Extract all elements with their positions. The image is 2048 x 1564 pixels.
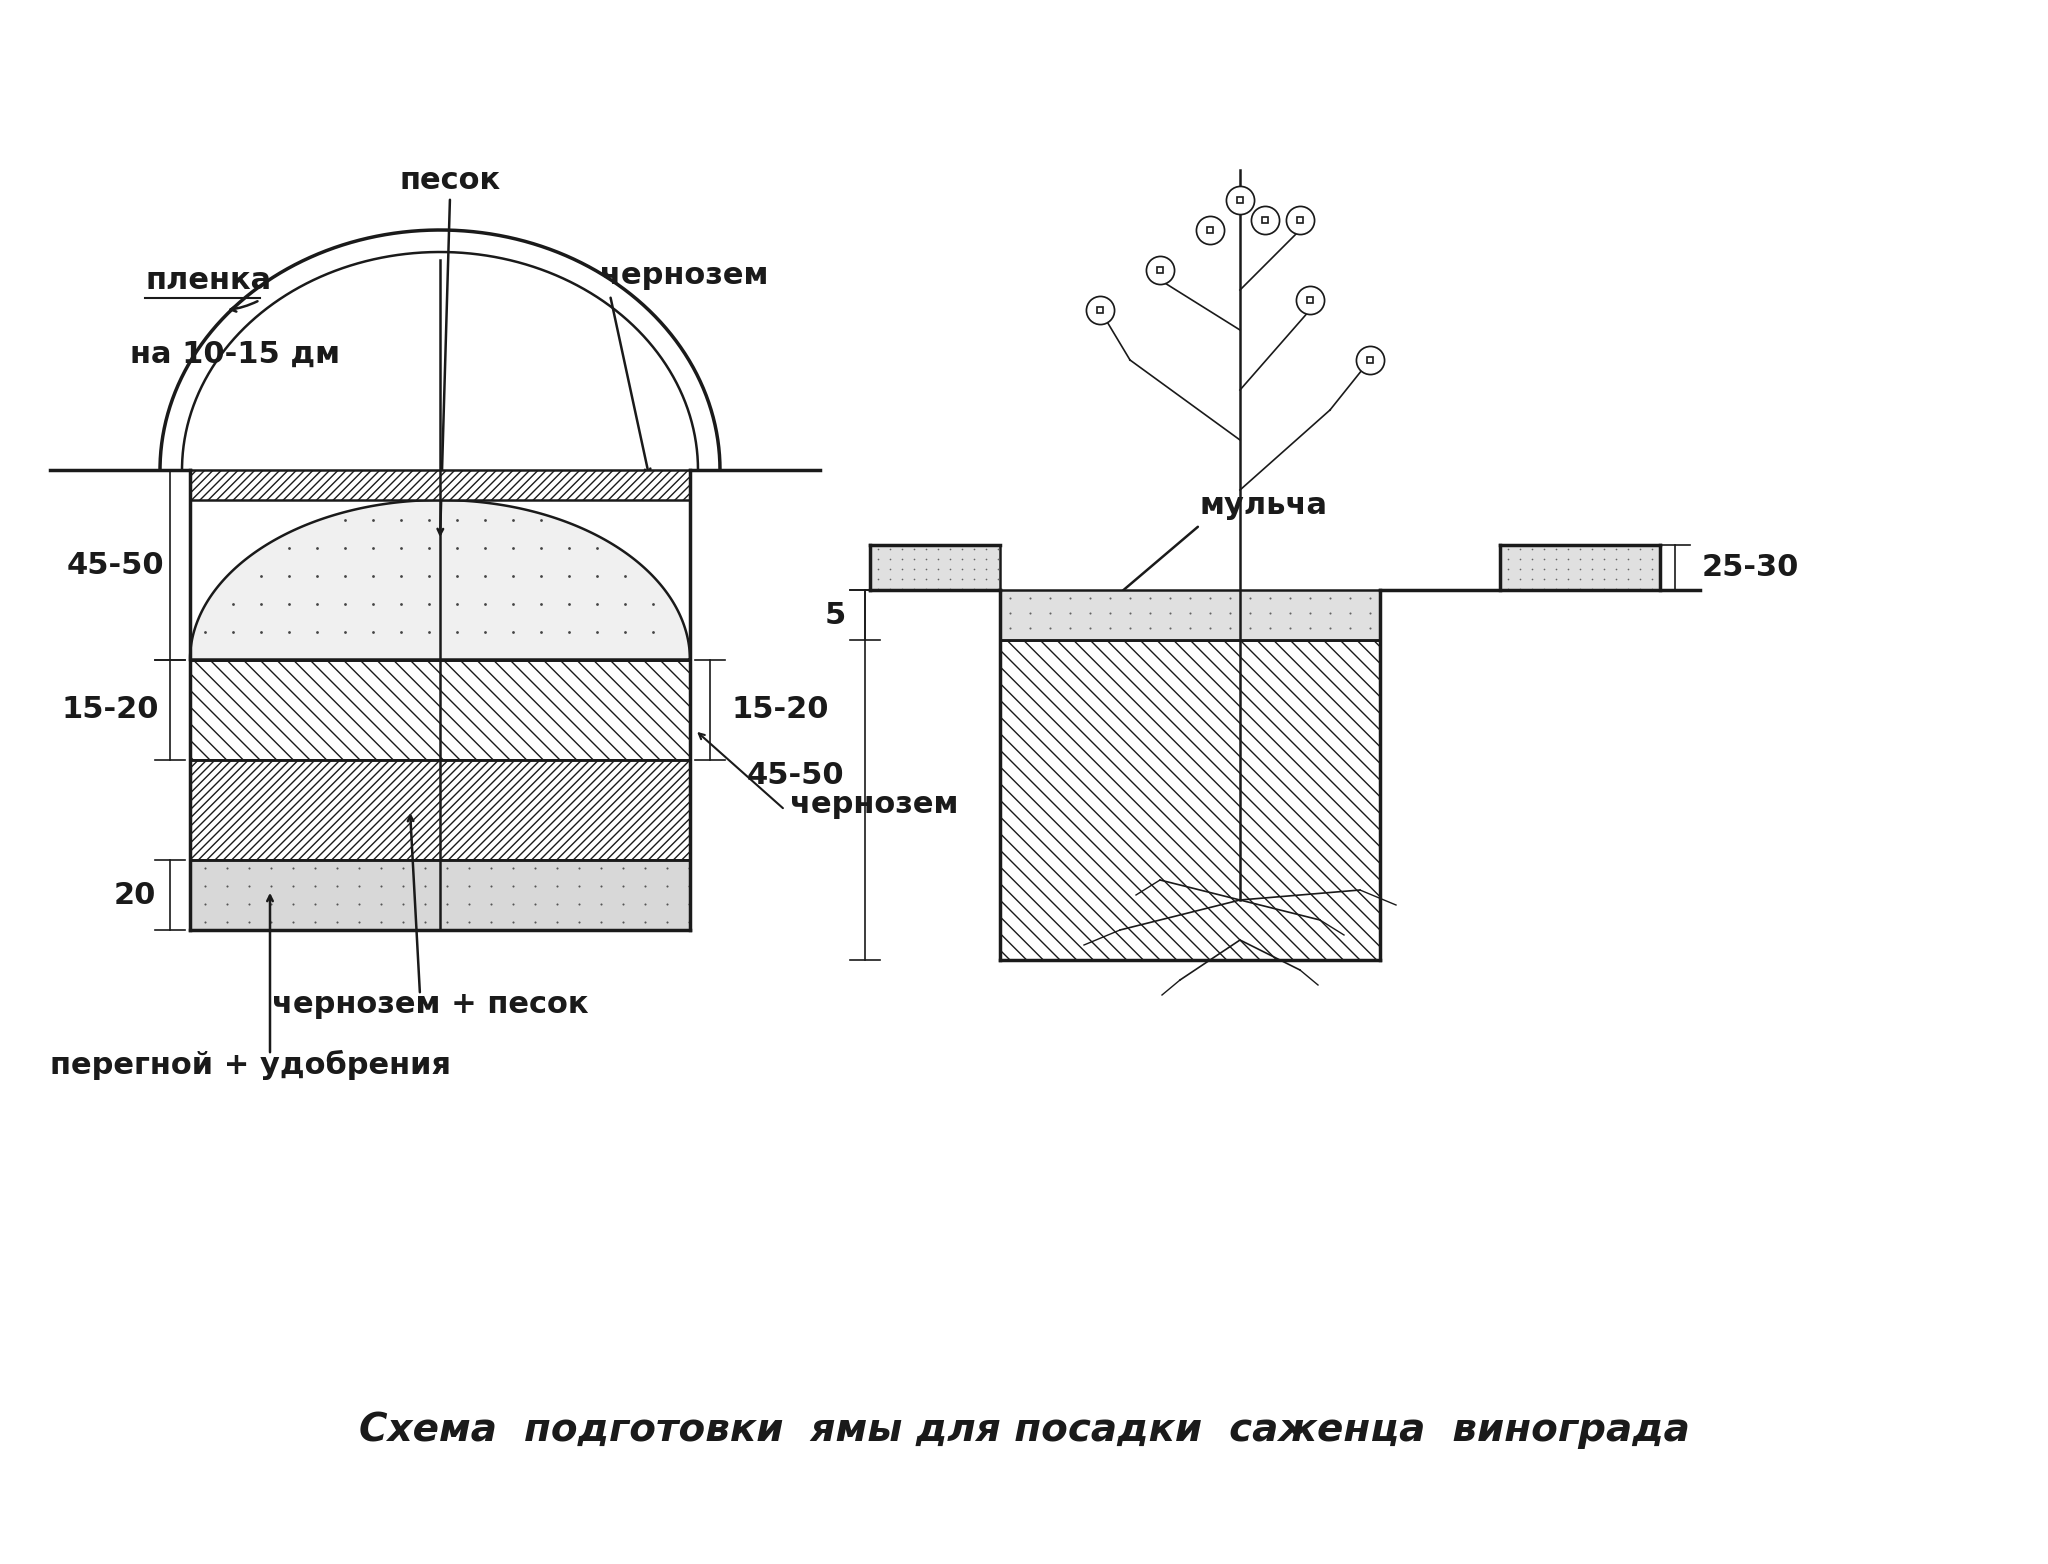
Polygon shape [999, 640, 1380, 960]
Text: на 10-15 дм: на 10-15 дм [129, 339, 340, 369]
Text: 45-50: 45-50 [66, 551, 164, 580]
Text: мульча: мульча [1200, 491, 1327, 519]
Text: 5: 5 [825, 601, 846, 629]
Polygon shape [190, 860, 690, 931]
Text: 15-20: 15-20 [61, 696, 160, 724]
Text: 15-20: 15-20 [731, 696, 829, 724]
Polygon shape [870, 544, 999, 590]
Text: чернозем: чернозем [600, 261, 768, 289]
Text: чернозем: чернозем [791, 790, 958, 820]
Polygon shape [190, 660, 690, 760]
Text: 20: 20 [115, 881, 156, 910]
Text: 25-30: 25-30 [1702, 554, 1798, 582]
Polygon shape [190, 471, 690, 500]
Text: перегной + удобрения: перегной + удобрения [49, 1049, 451, 1081]
Text: песок: песок [399, 166, 500, 196]
Polygon shape [190, 500, 690, 660]
Polygon shape [190, 760, 690, 860]
Text: Схема  подготовки  ямы для посадки  саженца  винограда: Схема подготовки ямы для посадки саженца… [358, 1411, 1690, 1448]
Text: пленка: пленка [145, 266, 270, 296]
Text: 45-50: 45-50 [745, 760, 844, 790]
Text: чернозем + песок: чернозем + песок [272, 990, 588, 1020]
Polygon shape [1499, 544, 1661, 590]
Polygon shape [999, 590, 1380, 640]
